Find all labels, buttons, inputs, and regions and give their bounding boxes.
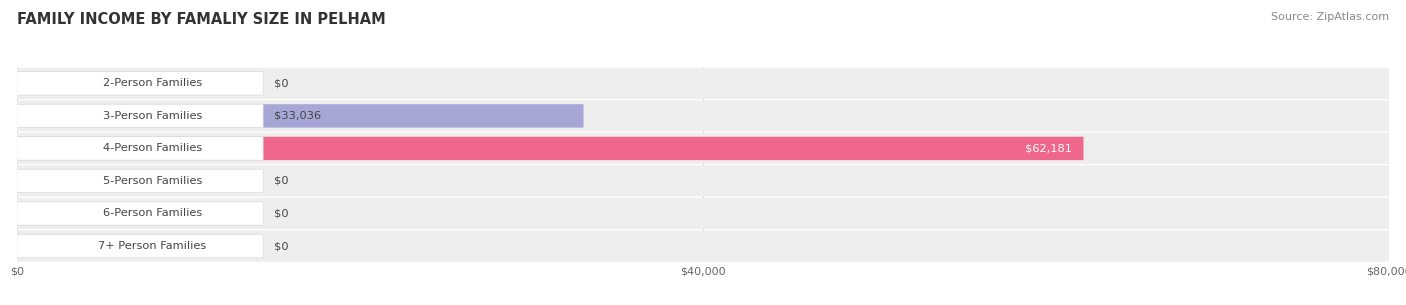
FancyBboxPatch shape bbox=[17, 234, 263, 258]
Text: 4-Person Families: 4-Person Families bbox=[103, 143, 202, 153]
FancyBboxPatch shape bbox=[17, 100, 1389, 131]
FancyBboxPatch shape bbox=[17, 230, 1389, 262]
Text: $33,036: $33,036 bbox=[274, 111, 321, 121]
Text: 6-Person Families: 6-Person Families bbox=[103, 209, 202, 218]
Text: 5-Person Families: 5-Person Families bbox=[103, 176, 202, 186]
FancyBboxPatch shape bbox=[17, 133, 1389, 164]
FancyBboxPatch shape bbox=[17, 169, 263, 193]
FancyBboxPatch shape bbox=[17, 104, 583, 127]
FancyBboxPatch shape bbox=[17, 72, 263, 95]
FancyBboxPatch shape bbox=[17, 72, 259, 95]
FancyBboxPatch shape bbox=[17, 198, 1389, 229]
Text: $0: $0 bbox=[274, 241, 288, 251]
Text: $0: $0 bbox=[274, 176, 288, 186]
FancyBboxPatch shape bbox=[17, 234, 259, 258]
Text: FAMILY INCOME BY FAMALIY SIZE IN PELHAM: FAMILY INCOME BY FAMALIY SIZE IN PELHAM bbox=[17, 12, 385, 27]
FancyBboxPatch shape bbox=[17, 137, 263, 160]
Text: 7+ Person Families: 7+ Person Families bbox=[98, 241, 207, 251]
Text: $0: $0 bbox=[274, 78, 288, 88]
FancyBboxPatch shape bbox=[17, 202, 259, 225]
Text: $62,181: $62,181 bbox=[1025, 143, 1073, 153]
FancyBboxPatch shape bbox=[17, 165, 1389, 197]
FancyBboxPatch shape bbox=[17, 68, 1389, 99]
FancyBboxPatch shape bbox=[17, 202, 263, 225]
Text: 2-Person Families: 2-Person Families bbox=[103, 78, 202, 88]
FancyBboxPatch shape bbox=[17, 169, 259, 193]
Text: $0: $0 bbox=[274, 209, 288, 218]
FancyBboxPatch shape bbox=[17, 104, 263, 127]
Text: Source: ZipAtlas.com: Source: ZipAtlas.com bbox=[1271, 12, 1389, 22]
FancyBboxPatch shape bbox=[17, 137, 1084, 160]
Text: 3-Person Families: 3-Person Families bbox=[103, 111, 202, 121]
